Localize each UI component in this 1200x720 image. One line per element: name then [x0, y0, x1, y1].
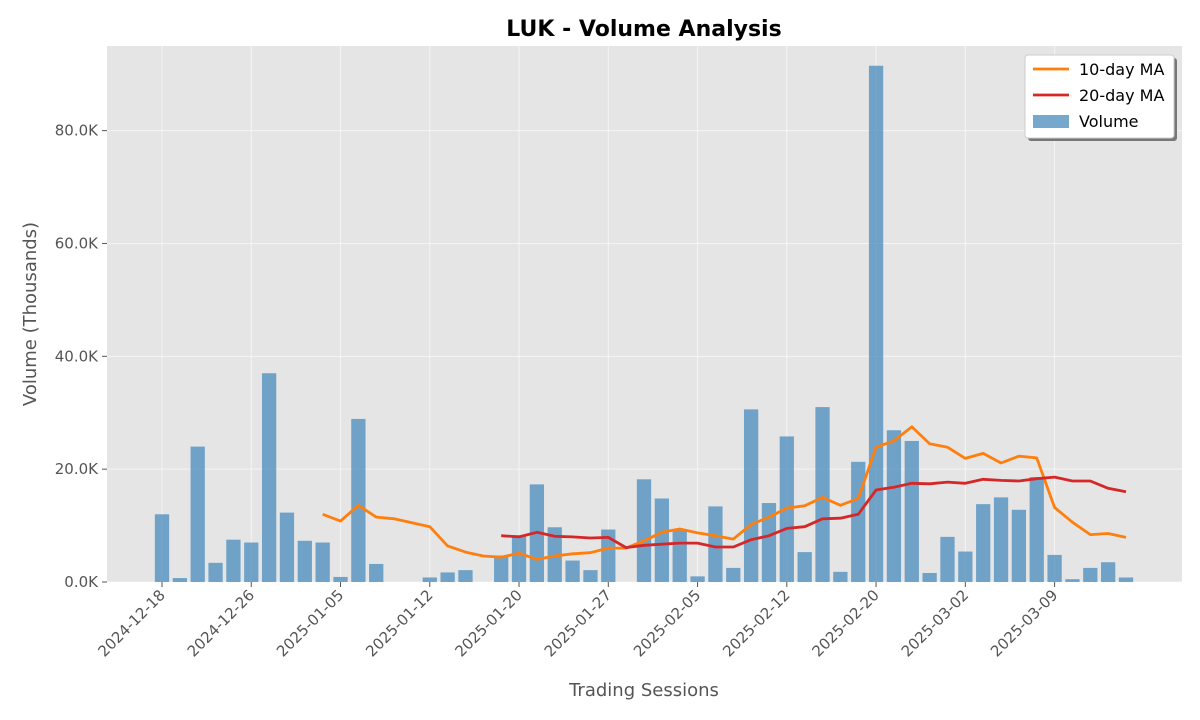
volume-bar: [1101, 562, 1116, 582]
volume-bar: [993, 497, 1009, 582]
y-tick-label: 0.0K: [64, 573, 99, 591]
volume-bar: [458, 570, 473, 582]
volume-bar: [976, 504, 991, 582]
y-axis: 0.0K 20.0K 40.0K 60.0K 80.0K: [55, 122, 107, 591]
x-axis: 2024-12-18 2024-12-26 2025-01-05 2025-01-12…: [94, 582, 1061, 660]
volume-bar: [797, 552, 812, 582]
volume-bar: [1118, 577, 1134, 582]
volume-bar: [761, 503, 777, 582]
x-tick-label: 2025-02-12: [719, 586, 793, 660]
volume-bar: [565, 560, 580, 582]
volume-bar: [172, 578, 187, 582]
volume-bar: [833, 571, 848, 582]
volume-bar: [601, 529, 616, 582]
volume-bar: [851, 461, 866, 582]
volume-bar: [494, 555, 509, 582]
y-axis-label: Volume (Thousands): [20, 222, 41, 406]
volume-bar: [226, 539, 241, 582]
x-tick-label: 2025-03-02: [898, 586, 972, 660]
volume-bar: [886, 430, 902, 582]
volume-bar: [636, 479, 652, 582]
volume-bar: [244, 542, 259, 582]
volume-bar: [315, 542, 330, 582]
volume-bar: [422, 577, 437, 582]
volume-bar: [815, 407, 830, 582]
volume-bar: [190, 446, 205, 582]
legend-label: 20-day MA: [1079, 86, 1164, 105]
volume-bar: [726, 567, 741, 582]
volume-bar: [743, 409, 759, 582]
volume-bar: [154, 514, 170, 582]
legend-swatch: [1033, 115, 1069, 128]
volume-bar: [922, 572, 937, 582]
20-day-ma-line: [501, 475, 1127, 549]
x-tick-label: 2025-01-20: [451, 586, 525, 660]
volume-bar: [351, 418, 366, 582]
legend-label: Volume: [1079, 112, 1139, 131]
volume-bar: [261, 373, 277, 582]
volume-bar: [1011, 509, 1027, 582]
chart-title: LUK - Volume Analysis: [506, 17, 781, 42]
x-tick-label: 2025-03-09: [987, 586, 1061, 660]
x-tick-label: 2025-01-05: [273, 586, 347, 660]
volume-bar: [958, 551, 973, 582]
x-tick-label: 2025-01-27: [541, 586, 615, 660]
y-tick-label: 20.0K: [55, 460, 99, 478]
x-tick-label: 2024-12-18: [94, 586, 168, 660]
volume-bars: [154, 65, 1134, 582]
volume-bar: [583, 570, 598, 582]
volume-bar: [1083, 567, 1098, 582]
volume-bar: [279, 512, 295, 582]
volume-bar: [1029, 477, 1044, 582]
volume-bar: [208, 562, 223, 582]
volume-bar: [904, 440, 919, 582]
grid-lines: [107, 46, 1182, 583]
legend-label: 10-day MA: [1079, 60, 1164, 79]
volume-bar: [940, 536, 955, 582]
volume-bar: [1065, 579, 1080, 582]
x-tick-label: 2024-12-26: [184, 586, 258, 660]
10-day-ma-line: [322, 425, 1127, 561]
x-tick-label: 2025-01-12: [362, 586, 436, 660]
y-tick-label: 80.0K: [55, 122, 99, 140]
volume-bar: [708, 506, 723, 582]
volume-bar: [690, 576, 705, 582]
y-tick-label: 60.0K: [55, 234, 99, 252]
volume-bar: [297, 540, 312, 582]
volume-bar: [369, 563, 384, 582]
y-tick-label: 40.0K: [55, 347, 99, 365]
volume-bar: [440, 572, 455, 582]
volume-bar: [672, 530, 687, 582]
volume-bar: [511, 535, 527, 582]
volume-bar: [1047, 554, 1062, 582]
moving-average-lines: [322, 425, 1127, 561]
volume-bar: [654, 498, 669, 582]
volume-bar: [333, 576, 348, 582]
volume-bar: [868, 65, 884, 582]
x-tick-label: 2025-02-05: [630, 586, 704, 660]
legend: 10-day MA 20-day MA Volume: [1024, 54, 1177, 141]
x-axis-label: Trading Sessions: [568, 680, 719, 701]
x-tick-label: 2025-02-20: [809, 586, 883, 660]
